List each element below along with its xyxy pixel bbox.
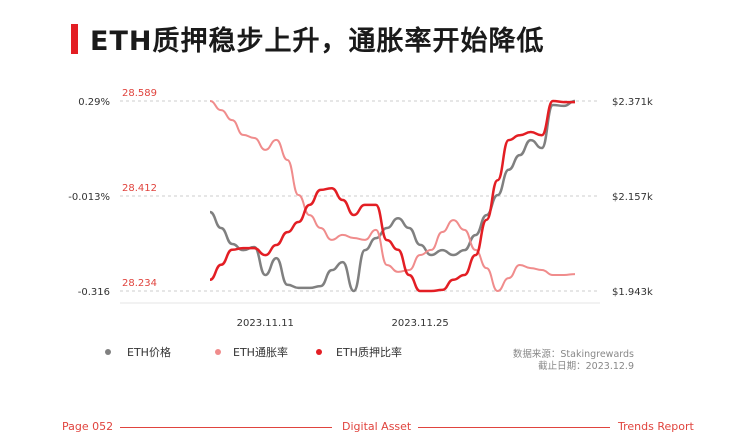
legend-marker-red: [316, 349, 322, 355]
x-axis-tick: 2023.11.25: [392, 318, 449, 329]
title-accent-bar: [71, 24, 78, 54]
left-axis2-tick: 28.234: [122, 278, 157, 289]
x-axis-tick: 2023.11.11: [237, 318, 294, 329]
legend-label: ETH通胀率: [233, 346, 288, 359]
legend-label: ETH价格: [127, 346, 171, 359]
legend-label: ETH质押比率: [336, 346, 402, 359]
footer-divider: [418, 427, 610, 428]
footer-page: Page 052: [62, 420, 114, 433]
left-axis2-tick: 28.589: [122, 88, 157, 99]
page-title: ETH质押稳步上升，通胀率开始降低: [90, 26, 545, 57]
footer-right: Trends Report: [618, 420, 694, 433]
footer-divider: [120, 427, 332, 428]
series-line-staking: [209, 99, 575, 293]
legend-item-inflation: ETH通胀率: [215, 344, 288, 360]
legend-marker-gray: [105, 349, 111, 355]
right-axis-tick: $2.157k: [612, 192, 653, 203]
left-axis-tick: -0.316: [78, 287, 110, 298]
right-axis-tick: $1.943k: [612, 287, 653, 298]
legend-marker-pink: [215, 349, 221, 355]
left-axis-tick: -0.013%: [68, 192, 110, 203]
left-axis2-tick: 28.412: [122, 183, 157, 194]
footer-center: Digital Asset: [342, 420, 412, 433]
series-line-inflation: [209, 100, 576, 292]
left-axis-tick: 0.29%: [78, 97, 110, 108]
data-source-note: 数据来源：Stakingrewards: [512, 349, 634, 360]
legend-item-staking: ETH质押比率: [316, 344, 402, 360]
right-axis-tick: $2.371k: [612, 97, 653, 108]
series-line-price: [209, 99, 576, 293]
cutoff-date-note: 截止日期：2023.12.9: [538, 361, 634, 372]
legend-item-price: ETH价格: [105, 344, 171, 360]
